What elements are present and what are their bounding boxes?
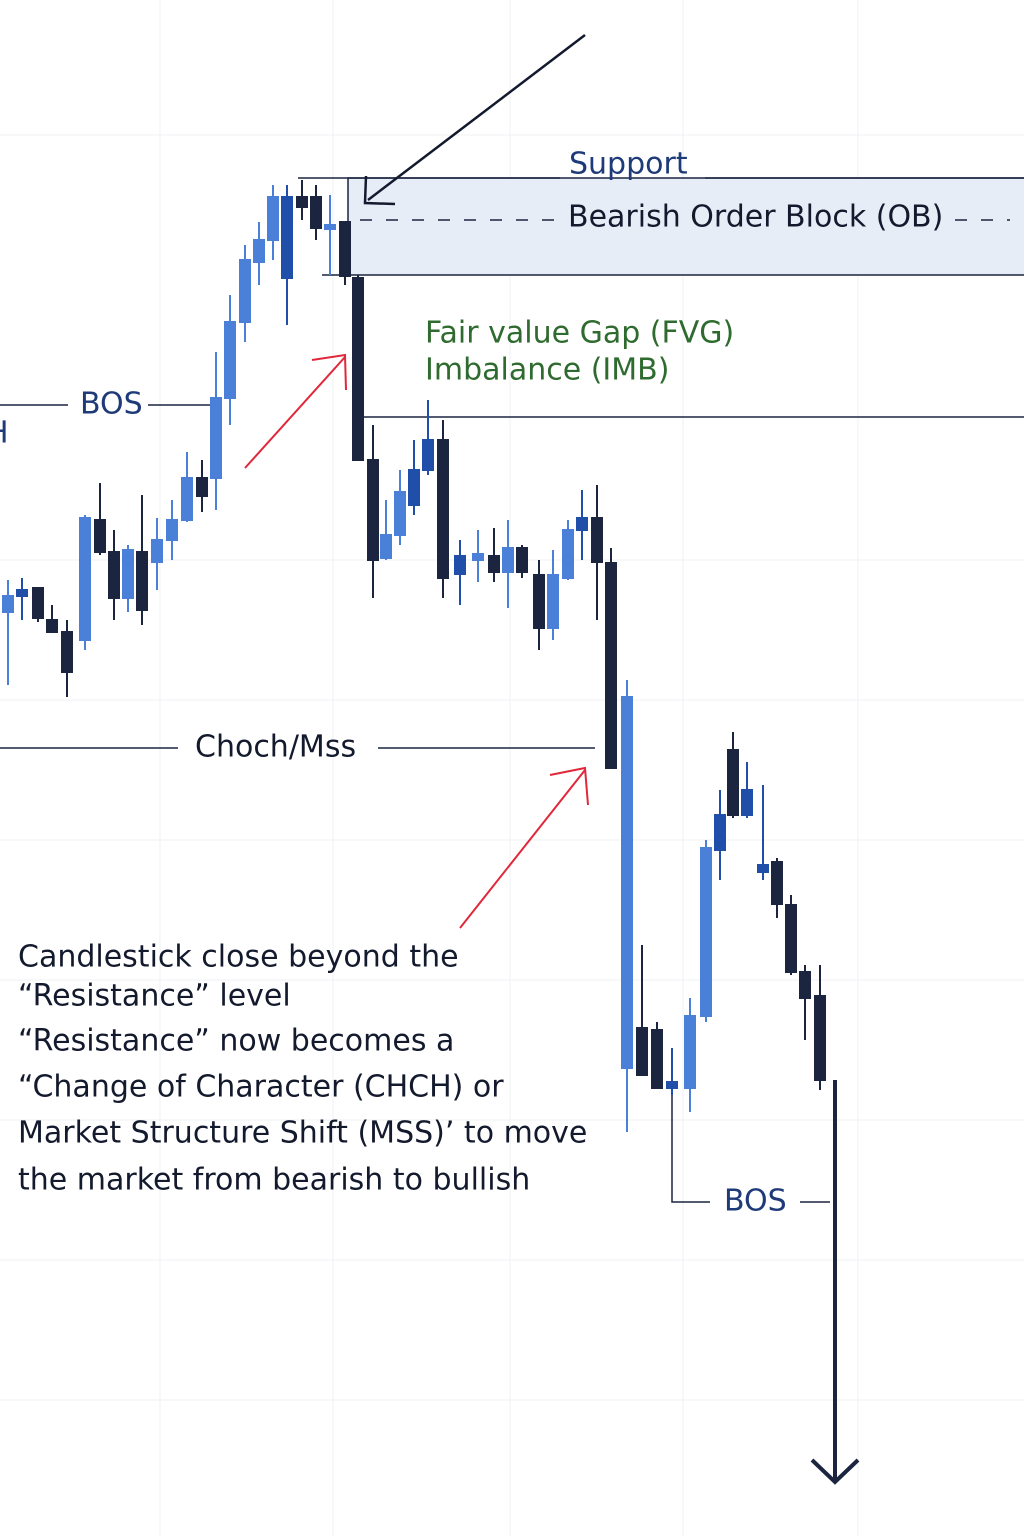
- pointer-arrow: [363, 34, 586, 206]
- fvg-label: Fair value Gap (FVG): [425, 316, 734, 351]
- order-block-zone: [347, 177, 1024, 276]
- ob-label: Bearish Order Block (OB): [568, 200, 943, 235]
- imb-label: Imbalance (IMB): [425, 353, 669, 388]
- bos-label: BOS: [724, 1184, 787, 1219]
- support-label: Support: [569, 147, 688, 182]
- note-line: Market Structure Shift (MSS)’ to move: [18, 1116, 587, 1151]
- note-line: Candlestick close beyond the: [18, 940, 459, 975]
- down-arrow: [810, 1080, 860, 1485]
- note-line: “Resistance” level: [18, 979, 291, 1014]
- bos-label: BOS: [80, 387, 143, 422]
- h-label: H: [0, 416, 9, 451]
- choch-label: Choch/Mss: [195, 730, 356, 765]
- note-line: “Resistance” now becomes a: [18, 1024, 454, 1059]
- bos-lower-line: [671, 1085, 830, 1203]
- note-line: the market from bearish to bullish: [18, 1163, 530, 1198]
- candles: [2, 180, 826, 1132]
- red-arrow: [459, 766, 589, 929]
- note: Candlestick close beyond the “Resistance…: [18, 940, 587, 1198]
- note-line: “Change of Character (CHCH) or: [18, 1070, 504, 1105]
- red-arrow: [244, 353, 347, 469]
